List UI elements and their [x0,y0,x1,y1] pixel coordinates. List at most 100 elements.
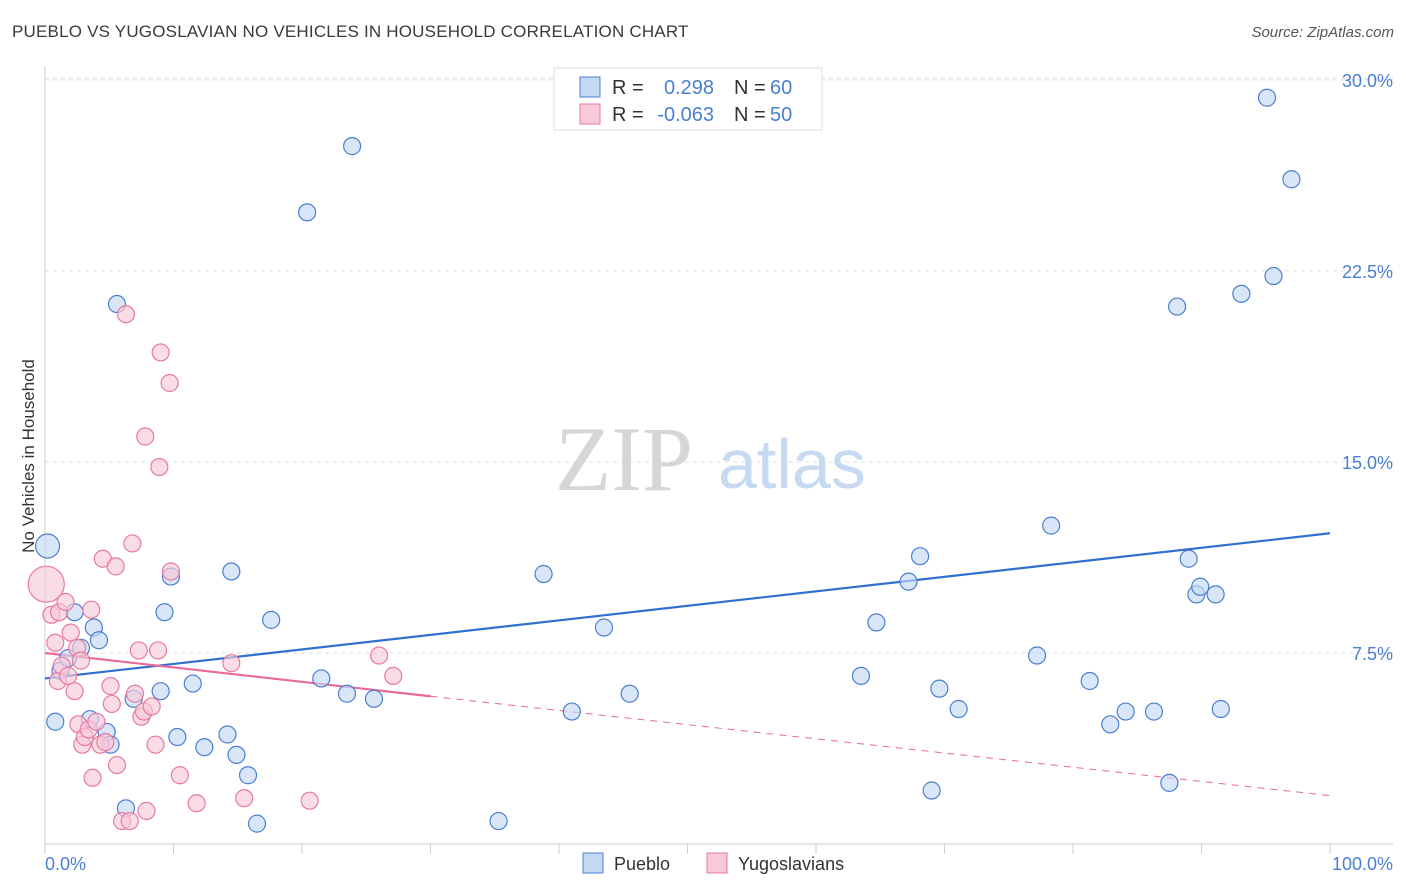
yugoslavians-point-34 [136,427,155,446]
pueblo-point-27 [312,669,331,688]
yugoslavians-point-39 [150,457,169,477]
legend-swatch-pueblo [579,76,601,98]
series-legend-label-pueblo: Pueblo [614,854,670,874]
pueblo-point-41 [930,679,949,698]
yugoslavians-point-47 [300,791,319,810]
legend-r-label-1: R = [612,104,644,126]
series-legend-swatch-yugoslavians [706,852,728,874]
yugoslavians-point-48 [370,646,389,665]
yugoslavians-point-2 [46,633,65,652]
pueblo-point-46 [1101,715,1120,734]
yugoslavians-point-46 [235,789,254,808]
chart-title: PUEBLO VS YUGOSLAVIAN NO VEHICLES IN HOU… [12,22,689,41]
pueblo-point-8 [89,631,109,650]
legend-n-value-0: 60 [770,77,792,99]
yugoslavians-point-31 [129,641,148,660]
series-legend: Pueblo Yugoslavians [582,852,844,874]
yugoslavians-point-9 [65,682,84,701]
pueblo-point-45 [1080,671,1099,691]
pueblo-point-34 [594,618,614,637]
yugoslavians-point-6 [56,592,75,612]
yugoslavians-point-29 [123,534,142,553]
yugoslavians-point-28 [120,811,139,831]
yugoslavians-point-27 [116,305,136,324]
yugoslavians-point-0 [27,565,65,603]
pueblo-point-17 [168,727,187,747]
yugoslavians-point-18 [87,712,106,731]
legend-r-label-0: R = [612,77,644,99]
legend-n-value-1: 50 [770,104,792,126]
pueblo-point-40 [922,781,941,800]
yugoslavians-point-49 [384,666,403,685]
pueblo-point-29 [343,137,362,156]
yugoslavians-point-25 [107,755,127,775]
pueblo-point-24 [247,814,267,833]
y-axis-label: No Vehicles in Household [19,359,38,553]
pueblo-point-19 [195,738,214,757]
pueblo-point-48 [1144,702,1164,721]
y-tick-label-1: 15.0% [1342,453,1393,473]
axes [44,66,1393,854]
pueblo-point-1 [46,712,65,731]
yugoslavians-point-17 [83,768,102,787]
pueblo-point-44 [1042,516,1061,535]
pueblo-point-14 [151,682,170,701]
pueblo-point-51 [1179,549,1198,568]
y-tick-label-0: 7.5% [1352,644,1393,664]
yugoslavians-point-40 [151,343,170,362]
y-tick-labels: 7.5% 15.0% 22.5% 30.0% [1342,71,1393,664]
pueblo-point-18 [183,674,202,693]
trend-line-0 [44,532,1331,680]
yugoslavians-point-22 [101,676,120,696]
pueblo-point-0 [34,533,61,559]
yugoslavians-point-7 [59,666,78,685]
pueblo-point-23 [238,766,258,785]
yugoslavians-point-21 [96,733,115,752]
pueblo-point-25 [262,610,281,629]
yugoslavians-point-37 [146,735,165,754]
source-label: Source: ZipAtlas.com [1251,24,1394,41]
pueblo-point-15 [155,603,174,622]
yugoslavians-point-44 [187,794,206,813]
pueblo-point-55 [1211,699,1230,719]
pueblo-point-32 [534,564,553,584]
pueblo-point-49 [1160,773,1179,792]
stats-legend: R = 0.298 N = 60 R = -0.063 N = 50 [553,67,823,131]
pueblo-point-47 [1116,702,1135,721]
yugoslavians-point-35 [137,801,156,820]
yugoslavians-point-24 [106,557,125,576]
pueblo-point-43 [1027,646,1047,665]
pueblo-point-33 [562,702,581,721]
legend-n-label-0: N = [734,77,766,99]
pueblo-point-35 [620,684,639,703]
pueblo-point-28 [337,684,357,703]
yugoslavians-point-41 [160,373,179,393]
yugoslavians-point-43 [170,766,190,785]
trend-line-2 [430,695,1331,797]
pueblo-point-58 [1264,266,1283,286]
pueblo-point-59 [1282,170,1301,189]
legend-n-label-1: N = [734,104,766,126]
pueblo-point-20 [218,725,237,744]
watermark-zip: ZIP [555,408,693,510]
pueblo-point-56 [1232,284,1251,303]
data-points [27,88,1301,833]
series-legend-swatch-pueblo [582,852,604,874]
yugoslavians-point-16 [82,600,101,619]
yugoslavians-point-8 [61,623,80,642]
yugoslavians-point-42 [161,562,181,581]
y-tick-label-2: 22.5% [1342,262,1393,282]
trend-line-1 [44,651,431,698]
watermark: ZIP atlas [555,408,866,510]
series-legend-label-yugoslavians: Yugoslavians [738,854,844,874]
pueblo-point-26 [298,203,317,222]
trend-lines [44,532,1331,797]
pueblo-point-37 [867,613,886,632]
legend-r-value-1: -0.063 [657,104,714,126]
yugoslavians-point-12 [71,651,91,670]
x-tick-label-1: 100.0% [1332,854,1393,874]
pueblo-point-22 [227,745,246,764]
yugoslavians-point-36 [142,697,161,716]
watermark-atlas: atlas [718,425,866,503]
